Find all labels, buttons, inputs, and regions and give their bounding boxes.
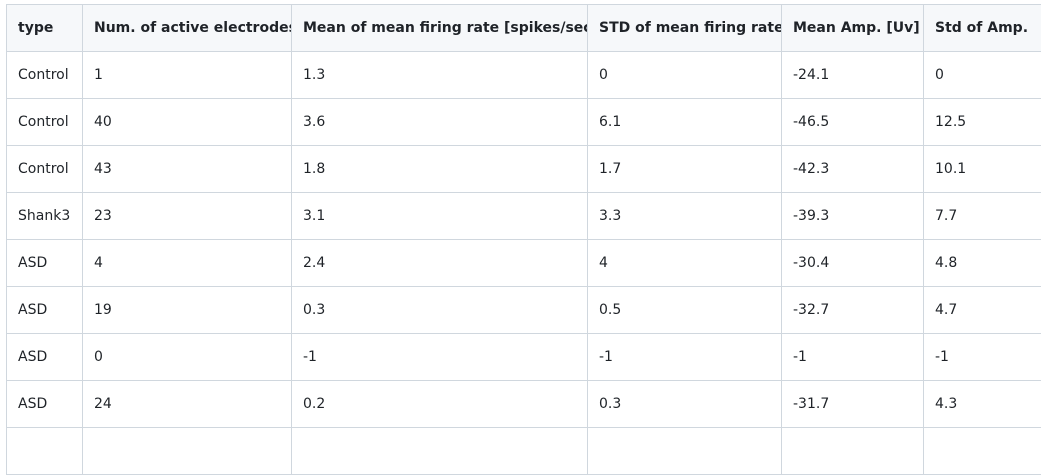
cell-mean-firing-rate: 2.4 bbox=[292, 240, 588, 287]
cell-type: ASD bbox=[7, 240, 83, 287]
cell-type: Control bbox=[7, 52, 83, 99]
cell-empty bbox=[83, 428, 292, 475]
header-row: type Num. of active electrodes Mean of m… bbox=[7, 5, 1041, 52]
cell-mean-amp: -42.3 bbox=[782, 146, 924, 193]
cell-empty bbox=[924, 428, 1041, 475]
cell-std-amp: -1 bbox=[924, 334, 1041, 381]
cell-type: ASD bbox=[7, 287, 83, 334]
data-table-container: type Num. of active electrodes Mean of m… bbox=[6, 4, 1041, 475]
cell-std-firing-rate: 3.3 bbox=[588, 193, 782, 240]
header-type: type bbox=[7, 5, 83, 52]
table-row: ASD 4 2.4 4 -30.4 4.8 bbox=[7, 240, 1041, 287]
cell-std-amp: 4.3 bbox=[924, 381, 1041, 428]
cell-empty bbox=[292, 428, 588, 475]
cell-num-active-electrodes: 43 bbox=[83, 146, 292, 193]
cell-std-amp: 12.5 bbox=[924, 99, 1041, 146]
table-header: type Num. of active electrodes Mean of m… bbox=[7, 5, 1041, 52]
table-row-cutoff bbox=[7, 428, 1041, 475]
table-row: ASD 19 0.3 0.5 -32.7 4.7 bbox=[7, 287, 1041, 334]
cell-mean-amp: -39.3 bbox=[782, 193, 924, 240]
cell-type: Shank3 bbox=[7, 193, 83, 240]
table-body: Control 1 1.3 0 -24.1 0 Control 40 3.6 6… bbox=[7, 52, 1041, 475]
table-row: Control 1 1.3 0 -24.1 0 bbox=[7, 52, 1041, 99]
header-num-active-electrodes: Num. of active electrodes bbox=[83, 5, 292, 52]
cell-type: ASD bbox=[7, 381, 83, 428]
cell-mean-amp: -1 bbox=[782, 334, 924, 381]
cell-empty bbox=[782, 428, 924, 475]
cell-std-firing-rate: 0.3 bbox=[588, 381, 782, 428]
cell-std-firing-rate: 6.1 bbox=[588, 99, 782, 146]
cell-mean-firing-rate: 1.8 bbox=[292, 146, 588, 193]
cell-type: Control bbox=[7, 146, 83, 193]
cell-std-firing-rate: 0.5 bbox=[588, 287, 782, 334]
cell-mean-firing-rate: 3.6 bbox=[292, 99, 588, 146]
cell-type: Control bbox=[7, 99, 83, 146]
cell-num-active-electrodes: 40 bbox=[83, 99, 292, 146]
cell-std-amp: 7.7 bbox=[924, 193, 1041, 240]
cell-std-firing-rate: 4 bbox=[588, 240, 782, 287]
cell-type: ASD bbox=[7, 334, 83, 381]
cell-mean-amp: -30.4 bbox=[782, 240, 924, 287]
table-row: Control 40 3.6 6.1 -46.5 12.5 bbox=[7, 99, 1041, 146]
cell-mean-firing-rate: 0.3 bbox=[292, 287, 588, 334]
cell-std-firing-rate: 1.7 bbox=[588, 146, 782, 193]
cell-num-active-electrodes: 0 bbox=[83, 334, 292, 381]
cell-num-active-electrodes: 24 bbox=[83, 381, 292, 428]
header-mean-amp: Mean Amp. [Uv] bbox=[782, 5, 924, 52]
cell-mean-firing-rate: 1.3 bbox=[292, 52, 588, 99]
cell-num-active-electrodes: 4 bbox=[83, 240, 292, 287]
data-table: type Num. of active electrodes Mean of m… bbox=[6, 4, 1041, 475]
cell-mean-firing-rate: 3.1 bbox=[292, 193, 588, 240]
table-row: Shank3 23 3.1 3.3 -39.3 7.7 bbox=[7, 193, 1041, 240]
cell-empty bbox=[588, 428, 782, 475]
cell-mean-amp: -24.1 bbox=[782, 52, 924, 99]
cell-std-amp: 0 bbox=[924, 52, 1041, 99]
cell-num-active-electrodes: 23 bbox=[83, 193, 292, 240]
cell-std-firing-rate: 0 bbox=[588, 52, 782, 99]
cell-mean-firing-rate: -1 bbox=[292, 334, 588, 381]
header-std-amp: Std of Amp. bbox=[924, 5, 1041, 52]
cell-num-active-electrodes: 1 bbox=[83, 52, 292, 99]
table-row: ASD 24 0.2 0.3 -31.7 4.3 bbox=[7, 381, 1041, 428]
cell-std-amp: 10.1 bbox=[924, 146, 1041, 193]
cell-mean-firing-rate: 0.2 bbox=[292, 381, 588, 428]
cell-std-amp: 4.7 bbox=[924, 287, 1041, 334]
table-row: ASD 0 -1 -1 -1 -1 bbox=[7, 334, 1041, 381]
cell-mean-amp: -31.7 bbox=[782, 381, 924, 428]
table-row: Control 43 1.8 1.7 -42.3 10.1 bbox=[7, 146, 1041, 193]
cell-num-active-electrodes: 19 bbox=[83, 287, 292, 334]
cell-std-amp: 4.8 bbox=[924, 240, 1041, 287]
header-mean-firing-rate: Mean of mean firing rate [spikes/sec] bbox=[292, 5, 588, 52]
cell-empty bbox=[7, 428, 83, 475]
cell-mean-amp: -46.5 bbox=[782, 99, 924, 146]
cell-mean-amp: -32.7 bbox=[782, 287, 924, 334]
header-std-firing-rate: STD of mean firing rate bbox=[588, 5, 782, 52]
cell-std-firing-rate: -1 bbox=[588, 334, 782, 381]
